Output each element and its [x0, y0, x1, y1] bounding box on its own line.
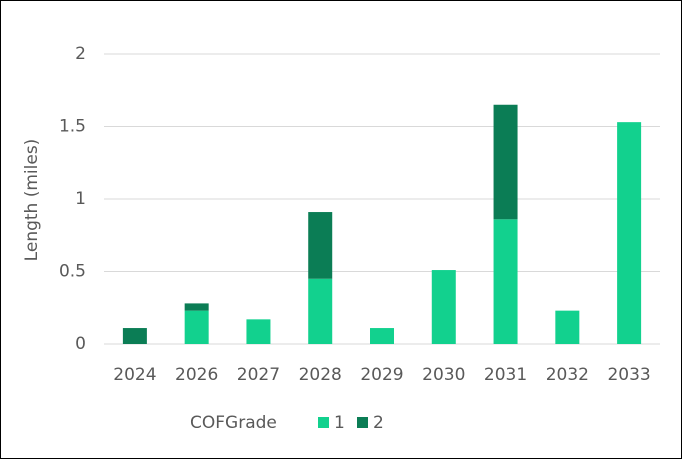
y-axis-label: Length (miles)	[22, 139, 42, 262]
x-tick-label: 2026	[175, 365, 218, 385]
legend-title: COFGrade	[190, 413, 277, 433]
bar-segment	[370, 328, 394, 344]
y-tick-label: 1.5	[59, 117, 86, 137]
bar-segment	[308, 212, 333, 279]
bar-segment	[493, 219, 518, 344]
y-tick-label: 0	[75, 334, 86, 354]
x-tick-label: 2030	[422, 365, 465, 385]
legend-label: 1	[334, 413, 345, 433]
x-tick-label: 2024	[113, 365, 156, 385]
x-tick-label: 2027	[237, 365, 280, 385]
y-tick-label: 1	[75, 189, 86, 209]
bar-segment	[308, 278, 333, 344]
bar-segment	[122, 328, 147, 344]
bar-segment	[617, 122, 642, 345]
y-tick-label: 0.5	[59, 262, 86, 282]
x-tick-label: 2032	[546, 365, 589, 385]
bar-segment	[555, 310, 580, 344]
x-tick-label: 2029	[360, 365, 403, 385]
bar-segment	[246, 319, 271, 344]
bar-segment	[431, 270, 456, 344]
bar-segment	[184, 303, 209, 311]
x-tick-label: 2031	[484, 365, 527, 385]
bar-segment	[493, 104, 518, 220]
bar-segment	[184, 310, 209, 344]
x-tick-label: 2028	[299, 365, 342, 385]
legend-swatch	[357, 417, 368, 428]
legend-label: 2	[373, 413, 384, 433]
legend-swatch	[318, 417, 329, 428]
x-tick-label: 2033	[607, 365, 650, 385]
y-tick-label: 2	[75, 44, 86, 64]
